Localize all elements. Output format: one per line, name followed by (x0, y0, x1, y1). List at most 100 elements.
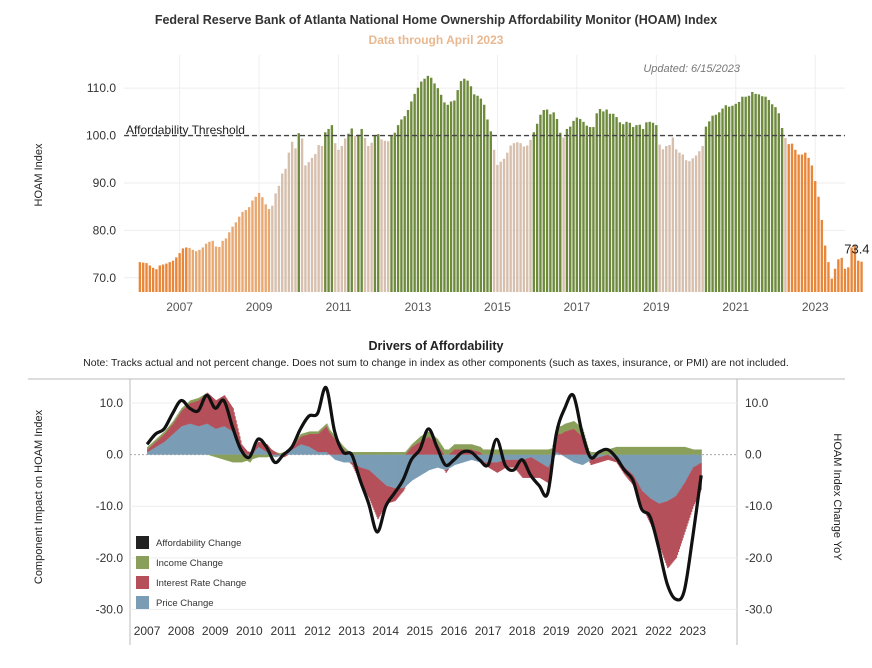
driver-bar (368, 452, 371, 455)
hoam-bar (393, 132, 396, 292)
driver-bar (568, 430, 571, 455)
driver-bar (218, 398, 220, 428)
driver-bar (162, 435, 164, 443)
driver-bar (307, 432, 309, 435)
driver-bar (295, 442, 298, 448)
driver-bar (390, 452, 393, 455)
driver-bar (649, 454, 651, 498)
hoam-y-axis-title: HOAM Index (33, 143, 45, 206)
driver-bar (242, 446, 245, 452)
drivers-y-tick-label-right: -30.0 (745, 602, 773, 616)
driver-bar (556, 452, 558, 455)
driver-bar (645, 494, 647, 515)
driver-bar (246, 451, 249, 455)
hoam-bar (201, 247, 204, 292)
driver-bar (165, 440, 167, 455)
driver-bar (531, 457, 534, 478)
hoam-bar (145, 263, 148, 292)
driver-bar (528, 457, 531, 478)
driver-bar (209, 454, 212, 456)
driver-bar (147, 451, 150, 455)
driver-bar (258, 447, 261, 455)
driver-bar (183, 425, 186, 455)
driver-bar (341, 454, 343, 462)
driver-bar (166, 439, 169, 455)
driver-bar (421, 454, 424, 475)
driver-bar (237, 454, 239, 463)
driver-bar (675, 454, 678, 496)
hoam-bar (463, 78, 466, 292)
driver-bar (293, 448, 296, 455)
driver-bar (224, 454, 227, 461)
driver-bar (494, 449, 497, 455)
driver-bar (204, 394, 207, 425)
driver-bar (355, 454, 357, 465)
driver-bar (407, 448, 410, 452)
driver-bar (390, 487, 393, 503)
driver-bar (218, 427, 220, 455)
driver-bar (224, 426, 227, 455)
driver-bar (175, 416, 178, 420)
driver-bar (317, 431, 320, 435)
driver-bar (529, 457, 532, 478)
driver-bar (581, 454, 584, 465)
driver-bar (383, 452, 386, 455)
hoam-y-tick-label: 110.0 (87, 81, 116, 95)
driver-bar (666, 446, 668, 455)
driver-bar (292, 445, 295, 449)
driver-bar (181, 426, 183, 455)
driver-bar (504, 449, 506, 455)
driver-bar (418, 437, 421, 443)
driver-bar (410, 454, 412, 482)
driver-bar (327, 427, 330, 431)
driver-bar (676, 454, 679, 495)
driver-bar (624, 446, 627, 455)
driver-bar (411, 446, 413, 455)
driver-bar (499, 454, 501, 462)
hoam-bar (469, 86, 473, 292)
hoam-bar (827, 262, 830, 292)
driver-bar (327, 453, 330, 455)
drivers-chart: Drivers of Affordability Note: Tracks ac… (28, 339, 845, 645)
hoam-bar (741, 96, 744, 292)
driver-bar (684, 454, 686, 484)
driver-bar (621, 446, 624, 455)
driver-bar (162, 433, 164, 436)
driver-bar (604, 455, 607, 461)
driver-bar (650, 498, 652, 525)
driver-bar (543, 449, 545, 455)
driver-bar (425, 454, 428, 472)
driver-bar (381, 452, 384, 455)
driver-bar (166, 430, 169, 440)
driver-bar (410, 448, 412, 455)
hoam-bar (294, 148, 297, 292)
driver-bar (194, 401, 196, 426)
driver-bar (644, 454, 646, 494)
driver-bar (685, 447, 687, 455)
hoam-bar (396, 125, 400, 292)
driver-bar (225, 454, 228, 461)
driver-bar (507, 449, 510, 455)
driver-bar (216, 428, 218, 455)
driver-bar (662, 454, 664, 503)
driver-bar (668, 454, 670, 501)
driver-bar (159, 444, 161, 455)
driver-bar (255, 454, 257, 459)
driver-bar (328, 432, 331, 455)
driver-bar (216, 454, 218, 458)
driver-bar (333, 438, 336, 455)
driver-bar (365, 452, 368, 455)
driver-bar (609, 454, 611, 456)
hoam-bar (691, 158, 694, 292)
driver-bar (289, 451, 291, 455)
driver-bar (461, 444, 464, 450)
driver-bar (308, 434, 310, 447)
driver-bar (156, 438, 159, 441)
driver-bar (639, 454, 642, 488)
hoam-bar (764, 96, 767, 292)
driver-bar (496, 462, 499, 473)
driver-bar (272, 454, 274, 456)
driver-bar (419, 454, 422, 476)
driver-bar (254, 447, 256, 452)
driver-bar (160, 444, 162, 455)
